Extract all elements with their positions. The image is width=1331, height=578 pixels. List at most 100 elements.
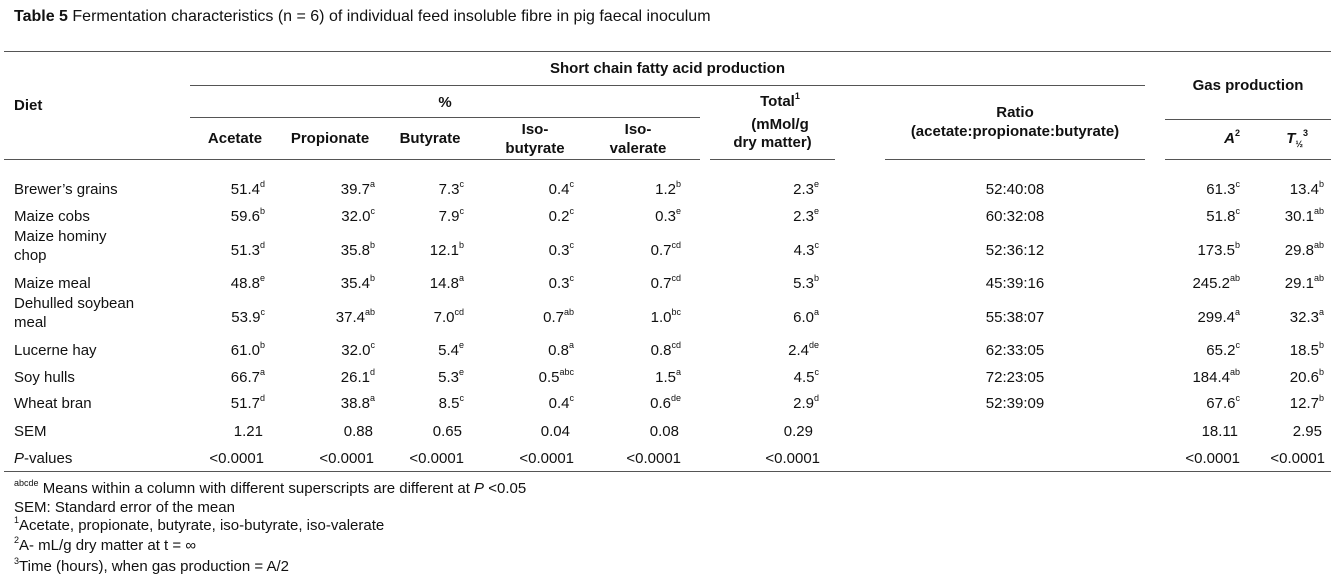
cell-superscript: ab (1313, 206, 1324, 216)
header-a: A2 (1224, 128, 1240, 148)
header-percent: % (438, 94, 452, 111)
cell-superscript: d (259, 393, 265, 403)
cell-ratio: 60:32:08 (985, 208, 1045, 225)
pvalues-label: P-values (14, 450, 72, 467)
row-diet-label: Soy hulls (14, 369, 75, 386)
cell-value: 67.6 (1206, 395, 1236, 412)
cell-gas-t: 12.7b (1224, 393, 1324, 413)
cell-value: 0.7 (650, 275, 672, 292)
cell-acetate: 51.7d (165, 393, 265, 413)
cell-propionate: 38.8a (275, 393, 375, 413)
sem-label: SEM (14, 423, 47, 440)
cell-superscript: a (1318, 307, 1324, 317)
cell-value: 29.8 (1284, 242, 1314, 259)
pvalues-label-rest: -values (24, 450, 73, 467)
cell-ratio: 52:40:08 (985, 181, 1045, 198)
cell-gas-a: 61.3c (1140, 180, 1240, 199)
cell-gas-a: 67.6c (1140, 394, 1240, 413)
cell-superscript: a (369, 179, 375, 189)
cell-superscript: ab (1313, 240, 1324, 250)
cell-superscript: a (1234, 307, 1240, 317)
cell-superscript: c (569, 240, 575, 250)
header-acetate: Acetate (207, 130, 263, 147)
cell-propionate: 32.0c (275, 207, 375, 226)
cell-superscript: a (369, 393, 375, 403)
cell-superscript: c (459, 179, 465, 189)
header-rule-ratio (885, 159, 1145, 160)
cell-value: 61.3 (1206, 181, 1236, 198)
row-diet-label: Dehulled soybean (14, 295, 135, 312)
cell-value: 30.1 (1284, 208, 1314, 225)
footnote-2: 2A- mL/g dry matter at t = ∞ (14, 535, 197, 555)
cell-superscript: de (670, 393, 681, 403)
cell-value: 0.8 (650, 342, 672, 359)
cell-ratio: 72:23:05 (985, 369, 1045, 386)
cell-value: 29.1 (1284, 275, 1314, 292)
cell-propionate: 37.4ab (275, 307, 375, 327)
cell-value: 0.4 (548, 181, 570, 198)
pvalue-acetate: <0.0001 (209, 450, 264, 467)
header-isobutyrate-1: Iso- (521, 121, 549, 138)
cell-value: 2.3 (793, 181, 814, 198)
header-propionate: Propionate (290, 130, 370, 147)
cell-butyrate: 7.9c (364, 207, 464, 226)
cell-superscript: b (1318, 393, 1324, 403)
cell-superscript: e (458, 367, 464, 377)
header-isobutyrate-2: butyrate (505, 140, 565, 157)
cell-value: 39.7 (340, 181, 370, 198)
cell-isobutyrate: 0.7ab (474, 308, 574, 327)
cell-isobutyrate: 0.3c (474, 240, 575, 260)
sem-isobutyrate: 0.04 (540, 423, 570, 440)
cell-superscript: c (569, 179, 575, 189)
cell-superscript: c (260, 307, 266, 317)
cell-value: 0.3 (548, 242, 570, 259)
cell-acetate: 51.3d (165, 241, 265, 260)
footnote-1: 1Acetate, propionate, butyrate, iso-buty… (14, 515, 385, 535)
cell-superscript: d (369, 367, 375, 377)
cell-value: 66.7 (230, 369, 260, 386)
cell-gas-t: 32.3a (1224, 307, 1324, 327)
cell-value: 51.7 (230, 395, 260, 412)
pvalue-t: <0.0001 (1270, 450, 1325, 467)
cell-superscript: c (814, 240, 820, 250)
cell-ratio: 45:39:16 (985, 275, 1045, 292)
cell-total: 4.5c (719, 368, 819, 387)
cell-value: 7.9 (438, 208, 460, 225)
cell-gas-t: 20.6b (1224, 368, 1324, 387)
cell-value: 0.7 (650, 242, 672, 259)
cell-value: 20.6 (1289, 369, 1319, 386)
cell-superscript: ab (1229, 367, 1240, 377)
cell-isobutyrate: 0.4c (474, 179, 575, 199)
cell-value: 0.8 (548, 342, 569, 359)
cell-superscript: b (1318, 340, 1324, 350)
cell-superscript: c (1235, 206, 1241, 216)
pvalue-total: <0.0001 (765, 450, 820, 467)
header-total-1: Total1 (760, 91, 800, 111)
cell-value: 38.8 (340, 395, 370, 412)
cell-value: 26.1 (340, 369, 370, 386)
cell-superscript: ab (364, 307, 375, 317)
cell-superscript: a (259, 367, 265, 377)
cell-total: 2.3e (719, 180, 819, 199)
row-diet-label-cont: meal (14, 314, 47, 331)
cell-superscript: b (675, 179, 681, 189)
cell-value: 13.4 (1289, 181, 1319, 198)
cell-superscript: e (813, 206, 819, 216)
cell-value: 0.6 (650, 395, 671, 412)
cell-superscript: b (458, 240, 464, 250)
cell-value: 6.0 (793, 309, 814, 326)
cell-superscript: abc (559, 367, 574, 377)
cell-isovalerate: 0.8cd (581, 341, 681, 360)
cell-ratio: 55:38:07 (985, 309, 1045, 326)
table-title: Fermentation characteristics (n = 6) of … (72, 8, 711, 25)
cell-value: 32.0 (341, 342, 371, 359)
footnote-3: 3Time (hours), when gas production = A/2 (14, 556, 290, 576)
cell-value: 1.5 (655, 369, 676, 386)
cell-isovalerate: 1.5a (581, 368, 681, 387)
top-rule (4, 51, 1331, 52)
cell-value: 48.8 (230, 275, 260, 292)
cell-butyrate: 12.1b (364, 240, 464, 260)
row-diet-label: Maize meal (14, 275, 91, 292)
row-diet-label-cont: chop (14, 247, 47, 264)
cell-acetate: 48.8e (165, 274, 265, 293)
